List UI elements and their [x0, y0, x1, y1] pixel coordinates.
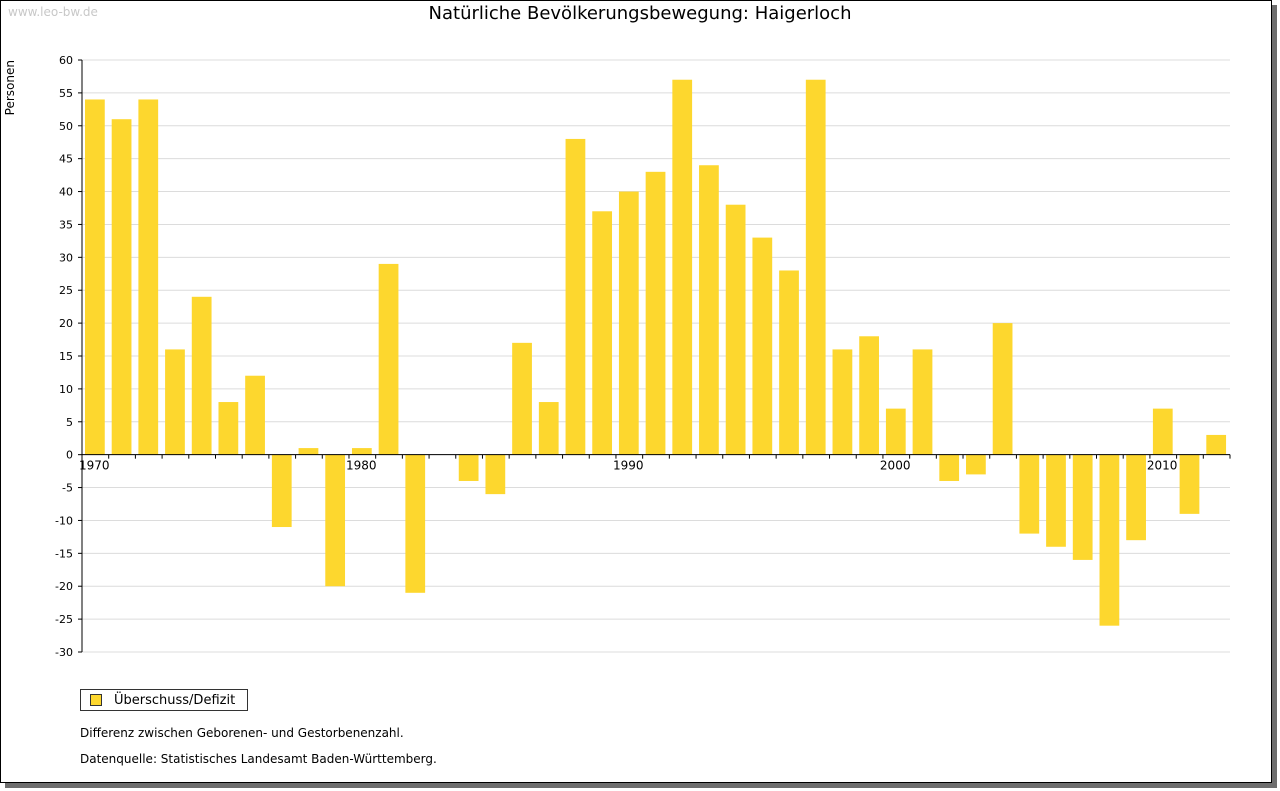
bar-1984 — [458, 454, 479, 481]
note-difference: Differenz zwischen Geborenen- und Gestor… — [80, 726, 404, 740]
bar-2001 — [912, 349, 933, 455]
bar-2000 — [885, 408, 906, 455]
watermark: www.leo-bw.de — [8, 5, 98, 19]
note-source: Datenquelle: Statistisches Landesamt Bad… — [80, 752, 437, 766]
bar-2012 — [1206, 434, 1227, 455]
bar-1987 — [538, 402, 559, 455]
bar-1980 — [351, 448, 372, 455]
bar-1996 — [779, 270, 799, 455]
x-tick-label-1970: 1970 — [79, 459, 110, 473]
bar-1988 — [565, 138, 586, 455]
bar-1998 — [832, 349, 853, 455]
y-tick-label: 5 — [66, 416, 73, 429]
y-tick-label: 30 — [59, 251, 73, 264]
y-tick-label: 20 — [59, 317, 73, 330]
bar-1990 — [618, 191, 639, 455]
y-tick-label: 60 — [59, 54, 73, 67]
y-tick-label: 40 — [59, 186, 73, 199]
bar-1977 — [271, 454, 292, 528]
bar-2010 — [1152, 408, 1173, 455]
bar-1993 — [699, 165, 719, 455]
bar-2011 — [1179, 454, 1200, 514]
bar-2005 — [1019, 454, 1040, 534]
bar-1979 — [325, 454, 346, 587]
bar-1981 — [378, 263, 399, 455]
bar-1989 — [592, 211, 613, 455]
y-tick-label: 15 — [59, 350, 73, 363]
bar-1991 — [645, 171, 666, 455]
y-tick-label: 25 — [59, 284, 73, 297]
bar-1992 — [672, 79, 693, 455]
y-tick-label: -10 — [55, 514, 73, 527]
y-tick-label: -30 — [55, 646, 73, 659]
bar-2002 — [939, 454, 960, 481]
bar-1973 — [165, 349, 185, 455]
bar-1971 — [111, 119, 132, 455]
bar-2009 — [1126, 454, 1146, 541]
y-tick-label: 55 — [59, 87, 73, 100]
x-tick-label-2010: 2010 — [1147, 459, 1178, 473]
y-tick-label: -20 — [55, 580, 73, 593]
y-tick-label: -15 — [55, 547, 73, 560]
bar-1976 — [245, 375, 265, 455]
x-tick-label-2000: 2000 — [880, 459, 911, 473]
y-tick-label: 50 — [59, 120, 73, 133]
x-tick-label-1980: 1980 — [346, 459, 377, 473]
y-tick-label: -5 — [62, 482, 73, 495]
bar-1999 — [859, 336, 879, 455]
bar-1994 — [725, 204, 746, 455]
bar-2003 — [966, 454, 986, 475]
bar-1978 — [298, 448, 319, 455]
legend-label: Überschuss/Defizit — [114, 692, 236, 708]
legend-swatch — [90, 694, 102, 706]
bar-1974 — [191, 296, 212, 455]
bar-2004 — [992, 323, 1013, 455]
legend: Überschuss/Defizit — [80, 689, 248, 711]
bar-2006 — [1046, 454, 1066, 547]
y-tick-label: 10 — [59, 383, 73, 396]
y-tick-label: 45 — [59, 153, 73, 166]
bar-1997 — [805, 79, 826, 455]
bar-1995 — [752, 237, 773, 455]
chart-title: Natürliche Bevölkerungsbewegung: Haigerl… — [428, 3, 852, 24]
bar-1985 — [485, 454, 506, 495]
bar-1986 — [512, 342, 532, 455]
bar-1975 — [218, 402, 239, 455]
bar-2007 — [1072, 454, 1093, 560]
bar-1972 — [138, 99, 159, 455]
y-tick-label: 0 — [66, 449, 73, 462]
y-tick-label: -25 — [55, 613, 73, 626]
bar-1970 — [85, 99, 105, 455]
x-tick-label-1990: 1990 — [613, 459, 644, 473]
bar-2008 — [1099, 454, 1120, 626]
y-tick-label: 35 — [59, 218, 73, 231]
bar-1982 — [405, 454, 426, 593]
